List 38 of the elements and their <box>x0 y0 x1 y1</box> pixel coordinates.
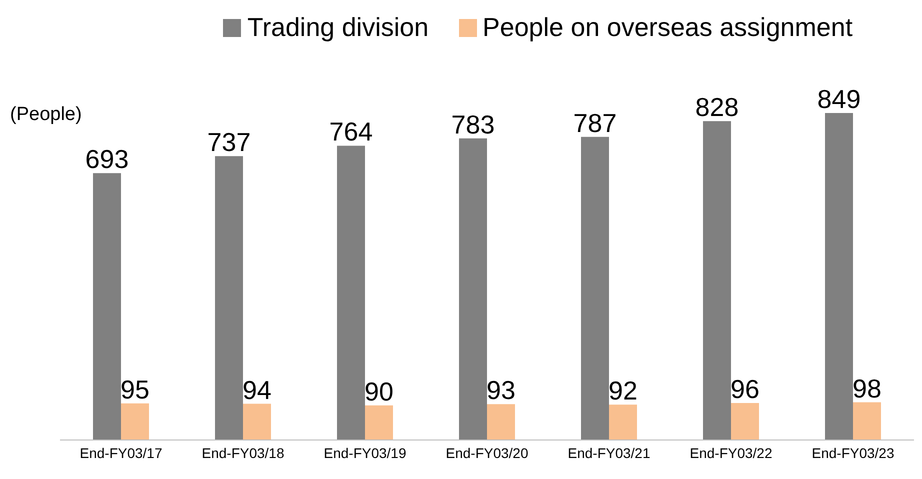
data-label: 828 <box>695 92 739 122</box>
bar <box>337 146 365 440</box>
x-tick-label: End-FY03/20 <box>446 444 528 461</box>
data-label: 94 <box>242 374 272 405</box>
bar <box>487 404 515 440</box>
data-label: 693 <box>85 144 129 174</box>
data-label: 95 <box>120 374 150 404</box>
bar <box>609 404 637 440</box>
data-label: 92 <box>608 376 638 406</box>
data-label: 737 <box>207 127 251 158</box>
data-label: 764 <box>329 116 373 147</box>
bar <box>93 173 121 440</box>
data-label: 98 <box>852 373 882 404</box>
bar <box>365 405 393 440</box>
x-tick-label: End-FY03/23 <box>812 444 894 461</box>
bar <box>825 113 853 440</box>
bar <box>853 402 881 440</box>
bar <box>215 156 243 440</box>
legend-label: Trading division <box>246 12 429 43</box>
bar <box>243 404 271 440</box>
data-label: 783 <box>451 109 495 140</box>
bar <box>581 136 609 440</box>
bar <box>731 403 759 440</box>
legend-label: People on overseas assignment <box>482 12 853 43</box>
bar <box>703 121 731 440</box>
x-tick-label: End-FY03/21 <box>568 444 650 461</box>
x-tick-label: End-FY03/19 <box>324 444 406 461</box>
x-tick-label: End-FY03/17 <box>80 444 162 461</box>
data-label: 787 <box>573 108 617 138</box>
data-label: 96 <box>730 374 760 404</box>
data-label: 90 <box>364 376 394 406</box>
x-tick-label: End-FY03/18 <box>202 444 284 461</box>
bar <box>459 138 487 440</box>
bar <box>121 403 149 440</box>
data-label: 93 <box>486 375 516 406</box>
y-axis-title: (People) <box>10 104 82 126</box>
data-label: 849 <box>817 84 861 114</box>
x-tick-label: End-FY03/22 <box>690 444 772 461</box>
